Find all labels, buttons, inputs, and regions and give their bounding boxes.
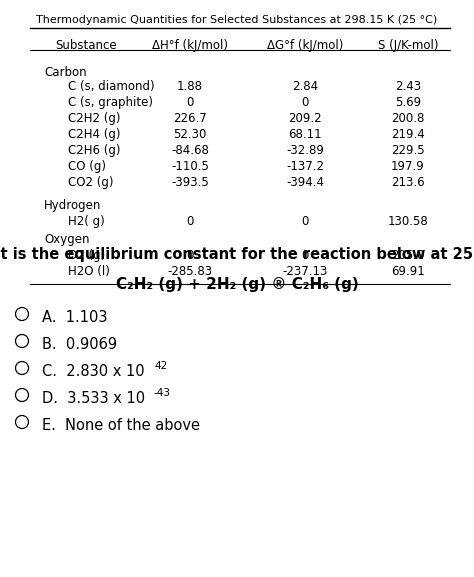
Text: 0: 0 — [186, 96, 194, 109]
Text: Carbon: Carbon — [44, 66, 87, 79]
Text: CO2 (g): CO2 (g) — [68, 176, 113, 189]
Text: C (s, diamond): C (s, diamond) — [68, 80, 155, 93]
Text: 0: 0 — [301, 249, 309, 262]
Text: ΔG°f (kJ/mol): ΔG°f (kJ/mol) — [267, 39, 343, 52]
Text: -285.83: -285.83 — [167, 265, 212, 278]
Text: D.  3.533 x 10: D. 3.533 x 10 — [42, 391, 145, 406]
Text: 42: 42 — [154, 361, 167, 371]
Text: 0: 0 — [301, 96, 309, 109]
Text: 219.4: 219.4 — [391, 128, 425, 141]
Text: 226.7: 226.7 — [173, 112, 207, 125]
Text: 2.84: 2.84 — [292, 80, 318, 93]
Text: 229.5: 229.5 — [391, 144, 425, 157]
Text: Oxygen: Oxygen — [44, 233, 90, 246]
Text: O2 (g): O2 (g) — [68, 249, 105, 262]
Text: S (J/K-mol): S (J/K-mol) — [378, 39, 438, 52]
Text: C (s, graphite): C (s, graphite) — [68, 96, 153, 109]
Text: B.  0.9069: B. 0.9069 — [42, 337, 117, 352]
Text: 209.2: 209.2 — [288, 112, 322, 125]
Text: C2H2 (g): C2H2 (g) — [68, 112, 120, 125]
Text: C₂H₂ (g) + 2H₂ (g) ® C₂H₆ (g): C₂H₂ (g) + 2H₂ (g) ® C₂H₆ (g) — [116, 277, 358, 292]
Text: 130.58: 130.58 — [388, 215, 428, 228]
Text: A.  1.103: A. 1.103 — [42, 310, 108, 325]
Text: 2.43: 2.43 — [395, 80, 421, 93]
Text: 0: 0 — [186, 215, 194, 228]
Text: -394.4: -394.4 — [286, 176, 324, 189]
Text: Substance: Substance — [55, 39, 117, 52]
Text: -137.2: -137.2 — [286, 160, 324, 173]
Text: 205.0: 205.0 — [392, 249, 425, 262]
Text: 68.11: 68.11 — [288, 128, 322, 141]
Text: 52.30: 52.30 — [173, 128, 207, 141]
Text: 0: 0 — [301, 215, 309, 228]
Text: -84.68: -84.68 — [171, 144, 209, 157]
Text: 197.9: 197.9 — [391, 160, 425, 173]
Text: 0: 0 — [186, 249, 194, 262]
Text: -32.89: -32.89 — [286, 144, 324, 157]
Text: H2O (l): H2O (l) — [68, 265, 110, 278]
Text: 5.69: 5.69 — [395, 96, 421, 109]
Text: 200.8: 200.8 — [392, 112, 425, 125]
Text: -110.5: -110.5 — [171, 160, 209, 173]
Text: -43: -43 — [154, 388, 171, 398]
Text: -237.13: -237.13 — [283, 265, 328, 278]
Text: ΔH°f (kJ/mol): ΔH°f (kJ/mol) — [152, 39, 228, 52]
Text: -393.5: -393.5 — [171, 176, 209, 189]
Text: What is the equilibrium constant for the reaction below at 25 °C ?: What is the equilibrium constant for the… — [0, 247, 474, 262]
Text: Hydrogen: Hydrogen — [44, 199, 101, 212]
Text: Thermodynamic Quantities for Selected Substances at 298.15 K (25 °C): Thermodynamic Quantities for Selected Su… — [36, 15, 438, 25]
Text: C2H4 (g): C2H4 (g) — [68, 128, 120, 141]
Text: C.  2.830 x 10: C. 2.830 x 10 — [42, 364, 145, 379]
Text: H2( g): H2( g) — [68, 215, 105, 228]
Text: C2H6 (g): C2H6 (g) — [68, 144, 120, 157]
Text: 1.88: 1.88 — [177, 80, 203, 93]
Text: CO (g): CO (g) — [68, 160, 106, 173]
Text: E.  None of the above: E. None of the above — [42, 418, 200, 433]
Text: 69.91: 69.91 — [391, 265, 425, 278]
Text: 213.6: 213.6 — [391, 176, 425, 189]
